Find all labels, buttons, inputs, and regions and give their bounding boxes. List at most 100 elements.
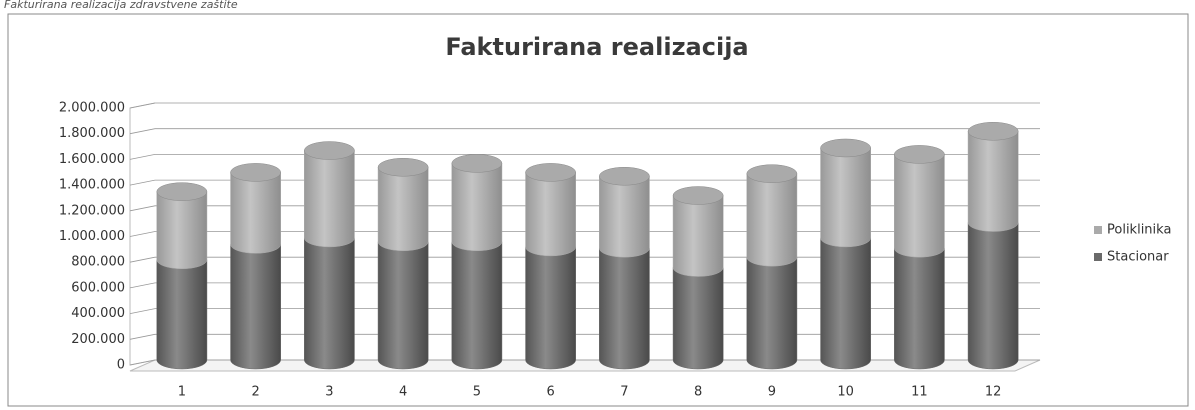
bar-segment xyxy=(230,163,281,254)
cylinder-body xyxy=(672,195,724,277)
bar-segment xyxy=(599,166,650,258)
cylinder-body xyxy=(746,173,798,267)
x-tick-label: 7 xyxy=(620,385,628,400)
cylinder-body xyxy=(525,246,576,370)
cylinder-body xyxy=(451,163,503,251)
cylinder-body xyxy=(672,267,724,370)
cylinder-top xyxy=(894,145,945,164)
bar-segment xyxy=(156,259,208,370)
grid-line xyxy=(129,308,1040,314)
x-tick-label: 10 xyxy=(837,385,854,400)
cylinder-top xyxy=(451,154,503,173)
bar-segment xyxy=(230,244,281,370)
y-tick-label: 1.000.000 xyxy=(59,229,125,244)
bar-segment xyxy=(820,237,871,370)
cylinder-body xyxy=(377,167,429,251)
bar-segment xyxy=(672,186,724,277)
bar-segment xyxy=(525,246,576,370)
cylinder-top xyxy=(746,164,798,183)
grid-line xyxy=(129,205,1040,212)
y-tick-label: 1.200.000 xyxy=(59,203,125,218)
y-tick-label: 1.400.000 xyxy=(59,178,125,193)
cylinder-body xyxy=(746,256,798,370)
cylinder-top xyxy=(230,163,281,182)
cylinder-body xyxy=(451,241,503,370)
caption: Fakturirana realizacija zdravstvene zašt… xyxy=(4,0,238,11)
bar-segment xyxy=(377,241,429,370)
x-tick-label: 9 xyxy=(768,385,776,400)
cylinder-body xyxy=(377,241,429,370)
bar-segment xyxy=(672,267,724,370)
cylinder-top xyxy=(525,163,576,182)
y-tick-label: 0 xyxy=(117,358,125,373)
x-tick-label: 6 xyxy=(546,385,554,400)
chart-title: Fakturirana realizacija xyxy=(445,33,748,61)
grid-line xyxy=(129,282,1040,289)
y-tick-label: 1.600.000 xyxy=(59,152,125,167)
cylinder-body xyxy=(599,175,650,258)
cylinder-body xyxy=(820,237,871,370)
cylinder-top xyxy=(967,122,1019,141)
x-tick-label: 2 xyxy=(251,385,259,400)
cylinder-top xyxy=(377,158,429,177)
bar-segment xyxy=(451,241,503,370)
bar-segment xyxy=(820,138,871,248)
bar-segment xyxy=(377,158,429,251)
y-tick-label: 1.800.000 xyxy=(59,126,125,141)
grid-line xyxy=(129,153,1040,160)
legend-swatch xyxy=(1094,253,1102,261)
legend-label: Stacionar xyxy=(1107,250,1169,265)
bar-segment xyxy=(746,256,798,370)
grid-line xyxy=(129,359,1040,366)
x-tick-label: 1 xyxy=(178,385,186,400)
grid-line xyxy=(129,128,1040,135)
cylinder-top xyxy=(672,186,724,205)
bar-segment xyxy=(746,164,798,267)
bar-segment xyxy=(451,154,503,251)
legend-label: Poliklinika xyxy=(1107,223,1171,238)
grid-line xyxy=(129,231,1040,237)
cylinder-body xyxy=(156,191,208,269)
y-tick-label: 400.000 xyxy=(71,306,125,321)
bar-segment xyxy=(156,182,208,269)
bar-segment xyxy=(304,237,355,370)
cylinder-top xyxy=(304,141,355,160)
y-tick-label: 200.000 xyxy=(71,332,125,347)
cylinder-top xyxy=(599,166,650,186)
cylinder-body xyxy=(230,172,281,254)
bar-segment xyxy=(304,141,355,248)
grid-line xyxy=(129,256,1040,263)
y-tick-label: 600.000 xyxy=(71,280,125,295)
y-tick-label: 800.000 xyxy=(71,255,125,270)
cylinder-body xyxy=(820,147,871,248)
cylinder-top xyxy=(820,138,871,158)
cylinder-body xyxy=(894,247,945,370)
x-tick-label: 5 xyxy=(473,385,481,400)
cylinder-top xyxy=(156,182,208,201)
legend-swatch xyxy=(1094,226,1102,234)
x-tick-label: 8 xyxy=(694,385,702,400)
x-tick-label: 12 xyxy=(985,385,1002,400)
cylinder-body xyxy=(967,131,1019,232)
cylinder-body xyxy=(156,259,208,370)
grid-line xyxy=(129,179,1040,186)
cylinder-body xyxy=(599,247,650,370)
bar-segment xyxy=(967,222,1019,370)
x-tick-label: 4 xyxy=(399,385,407,400)
grid-line xyxy=(129,102,1040,109)
grid-line xyxy=(129,333,1040,340)
bar-segment xyxy=(894,145,945,258)
cylinder-body xyxy=(304,150,355,248)
cylinder-body xyxy=(967,222,1019,370)
cylinder-body xyxy=(230,244,281,370)
bar-segment xyxy=(525,163,576,257)
bar-segment xyxy=(894,247,945,370)
cylinder-body xyxy=(894,154,945,258)
bar-segment xyxy=(599,247,650,370)
cylinder-body xyxy=(525,172,576,257)
bar-segment xyxy=(967,122,1019,232)
chart-frame xyxy=(7,13,1189,407)
cylinder-body xyxy=(304,237,355,370)
x-tick-label: 11 xyxy=(911,385,928,400)
